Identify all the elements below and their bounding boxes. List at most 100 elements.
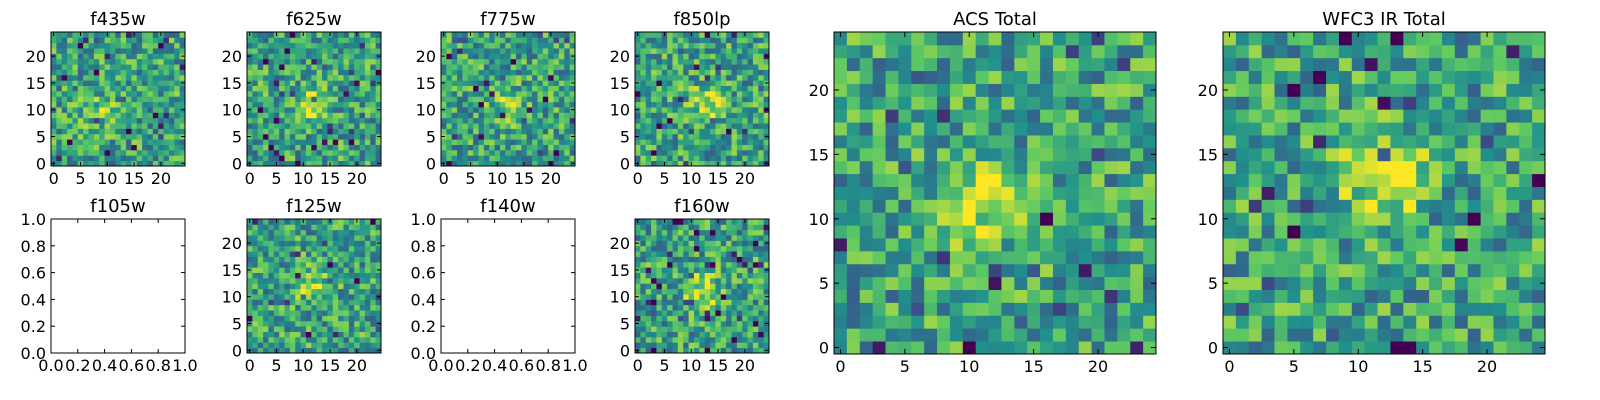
heatmap-cell: [51, 48, 57, 54]
heatmap-cell: [483, 96, 490, 103]
heatmap-cells: [247, 219, 382, 354]
heatmap-cell: [115, 107, 122, 113]
heatmap-cell: [846, 160, 861, 175]
heatmap-cell: [1364, 238, 1378, 252]
heatmap-cell: [569, 85, 576, 92]
heatmap-cell: [1078, 328, 1092, 342]
heatmap-cell: [521, 128, 528, 135]
heatmap-cell: [120, 155, 127, 162]
heatmap-cell: [1223, 341, 1237, 355]
heatmap-cell: [710, 229, 716, 236]
heatmap-cell: [704, 64, 711, 70]
heatmap-cell: [672, 326, 679, 332]
heatmap-cell: [542, 155, 549, 162]
heatmap-cell: [348, 294, 355, 300]
heatmap-cell: [1248, 289, 1263, 303]
heatmap-cell: [305, 64, 312, 70]
heatmap-cell: [273, 133, 280, 140]
heatmap-cell: [651, 256, 657, 263]
heatmap-cell: [736, 342, 743, 349]
heatmap-cell: [1454, 315, 1469, 329]
heatmap-cell: [268, 32, 275, 38]
heatmap-cell: [532, 32, 538, 38]
heatmap-cell: [354, 320, 360, 327]
heatmap-cell: [174, 64, 181, 70]
heatmap-cell: [726, 64, 732, 70]
heatmap-cell: [656, 64, 663, 70]
heatmap-cell: [699, 101, 706, 108]
heatmap-cell: [1052, 328, 1067, 342]
heatmap-cell: [720, 90, 727, 97]
heatmap-cell: [72, 32, 79, 38]
heatmap-cell: [731, 85, 738, 92]
heatmap-cell: [651, 294, 657, 300]
heatmap-cell: [731, 90, 738, 97]
heatmap-cell: [322, 139, 328, 145]
heatmap-cell: [1117, 70, 1131, 84]
heatmap-cell: [1300, 199, 1314, 213]
heatmap-cell: [93, 90, 100, 97]
heatmap-cell: [640, 53, 647, 60]
heatmap-cell: [758, 58, 765, 65]
heatmap-cell: [300, 96, 307, 103]
heatmap-cell: [348, 85, 355, 92]
heatmap-cell: [72, 155, 79, 162]
heatmap-cell: [532, 48, 538, 54]
heatmap-cell: [1065, 109, 1080, 123]
heatmap-cell: [441, 144, 447, 151]
heatmap-cell: [683, 299, 689, 306]
heatmap-cell: [142, 117, 148, 124]
heatmap-cell: [699, 235, 706, 241]
heatmap-cell: [441, 101, 447, 108]
heatmap-cell: [988, 328, 1002, 342]
heatmap-cell: [975, 250, 989, 265]
heatmap-cell: [51, 69, 57, 76]
heatmap-cell: [354, 85, 360, 92]
heatmap-cell: [988, 302, 1002, 316]
heatmap-cell: [672, 128, 679, 135]
heatmap-cell: [322, 235, 328, 241]
plot-frame: [440, 31, 576, 167]
heatmap-cell: [683, 48, 689, 54]
heatmap-cell: [667, 288, 673, 295]
heatmap-cell: [763, 326, 770, 332]
heatmap-cell: [651, 326, 657, 332]
heatmap-cell: [949, 186, 964, 200]
heatmap-cell: [736, 96, 743, 103]
heatmap-cell: [640, 331, 647, 338]
heatmap-cell: [120, 149, 127, 156]
heatmap-cell: [451, 53, 458, 60]
heatmap-cell: [558, 128, 565, 135]
heatmap-cell: [911, 238, 925, 252]
heatmap-cell: [273, 240, 280, 247]
heatmap-cell: [467, 37, 474, 44]
heatmap-cell: [962, 289, 977, 303]
heatmap-cell: [273, 331, 280, 338]
heatmap-cell: [147, 64, 154, 70]
heatmap-cell: [88, 90, 95, 97]
heatmap-cell: [56, 48, 63, 54]
heatmap-cell: [289, 32, 296, 38]
heatmap-cell: [284, 133, 291, 140]
heatmap-cell: [268, 128, 275, 135]
heatmap-cell: [747, 315, 754, 322]
heatmap-cell: [1091, 341, 1105, 355]
heatmap-cell: [710, 304, 716, 311]
heatmap-cell: [510, 37, 517, 44]
heatmap-cell: [885, 250, 899, 265]
heatmap-cell: [672, 58, 679, 65]
heatmap-cell: [1261, 276, 1275, 290]
heatmap-cell: [311, 96, 318, 103]
heatmap-cell: [1091, 160, 1105, 175]
heatmap-cell: [142, 144, 148, 151]
heatmap-cell: [924, 160, 938, 175]
heatmap-cell: [704, 288, 711, 295]
heatmap-cell: [446, 144, 453, 151]
heatmap-cell: [731, 149, 738, 156]
heatmap-cell: [263, 139, 269, 145]
heatmap-cell: [279, 160, 285, 167]
heatmap-cell: [1364, 315, 1378, 329]
heatmap-cell: [683, 294, 689, 300]
heatmap-cell: [752, 304, 759, 311]
heatmap-cell: [763, 69, 770, 76]
